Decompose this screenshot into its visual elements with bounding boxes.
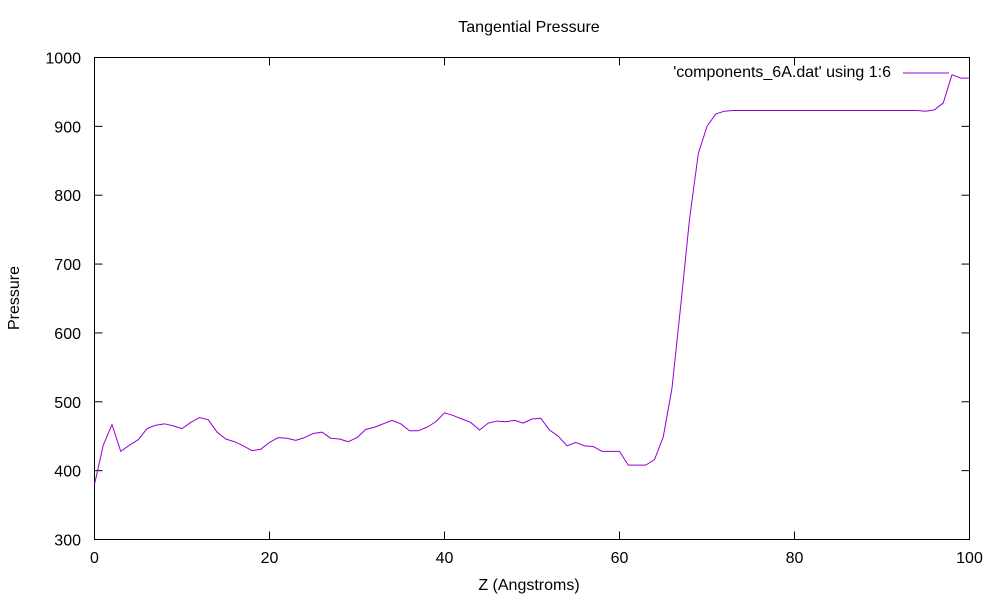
y-tick-label: 500: [54, 395, 81, 412]
x-tick-label: 100: [956, 550, 983, 567]
legend: 'components_6A.dat' using 1:6: [673, 64, 949, 81]
x-tick-label: 20: [261, 550, 279, 567]
x-axis-label: Z (Angstroms): [478, 577, 579, 594]
x-tick-label: 0: [90, 550, 99, 567]
series-layer: [94, 74, 970, 485]
x-tick-labels: 0 20 40 60 80 100: [90, 550, 983, 567]
axis-ticks: [94, 57, 970, 540]
x-tick-label: 60: [611, 550, 629, 567]
y-tick-label: 300: [54, 533, 81, 550]
y-tick-label: 400: [54, 464, 81, 481]
y-axis-label: Pressure: [6, 266, 23, 330]
chart-title: Tangential Pressure: [458, 19, 600, 36]
y-tick-label: 800: [54, 188, 81, 205]
x-tick-label: 80: [786, 550, 804, 567]
legend-entry-label: 'components_6A.dat' using 1:6: [673, 64, 891, 81]
y-tick-label: 600: [54, 326, 81, 343]
y-tick-label: 900: [54, 119, 81, 136]
y-tick-label: 700: [54, 257, 81, 274]
y-tick-labels: 300 400 500 600 700 800 900 1000: [45, 51, 81, 550]
y-tick-label: 1000: [45, 51, 81, 68]
x-tick-label: 40: [436, 550, 454, 567]
series-line-0: [94, 74, 970, 485]
plot-frame: [94, 57, 970, 540]
